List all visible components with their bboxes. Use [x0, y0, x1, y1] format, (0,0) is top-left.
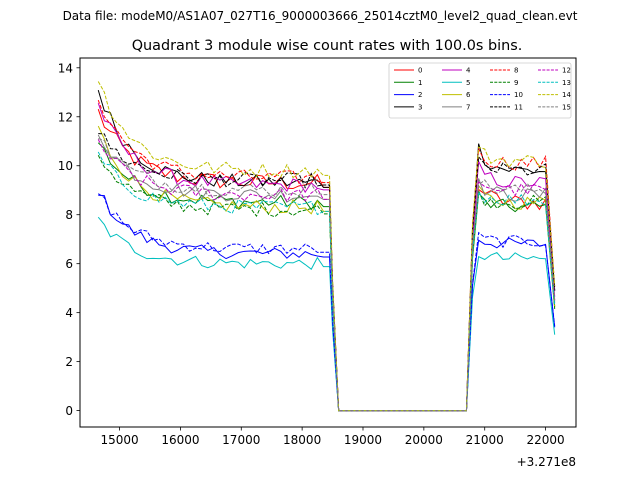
x-tick-label: 15000	[100, 433, 138, 447]
y-tick-label: 8	[65, 208, 73, 222]
series-line-15	[98, 138, 556, 412]
chart-title: Quadrant 3 module wise count rates with …	[132, 38, 523, 54]
legend-label-5: 5	[466, 79, 470, 87]
legend-label-1: 1	[418, 79, 422, 87]
legend-label-3: 3	[418, 103, 422, 111]
x-tick-label: 16000	[161, 433, 199, 447]
legend-label-4: 4	[466, 67, 471, 75]
axes-frame	[79, 57, 577, 428]
series-line-14	[97, 81, 556, 412]
y-tick-label: 14	[58, 61, 73, 75]
x-tick-label: 21000	[466, 433, 504, 447]
legend-label-12: 12	[562, 67, 571, 75]
series-line-2	[98, 194, 556, 412]
series-line-5	[97, 216, 556, 412]
series-line-10	[97, 193, 556, 412]
legend-label-7: 7	[466, 103, 470, 111]
y-tick-label: 0	[65, 404, 73, 418]
legend-label-14: 14	[562, 91, 571, 99]
series-line-4	[97, 103, 556, 412]
legend-label-0: 0	[418, 67, 422, 75]
x-tick-label: 19000	[344, 433, 382, 447]
y-tick-label: 12	[58, 110, 73, 124]
legend-label-6: 6	[466, 91, 471, 99]
series-line-11	[98, 133, 556, 412]
x-tick-label: 20000	[405, 433, 443, 447]
x-axis-ticks: 15000 16000 17000 18000 19000 20000 21000 22000	[100, 427, 565, 447]
y-axis-ticks: 0 2 4 6 8 10 12 14	[58, 61, 80, 418]
series-line-0	[97, 109, 556, 412]
series-line-13	[97, 151, 556, 412]
series-line-12	[97, 139, 556, 412]
legend-label-8: 8	[514, 67, 518, 75]
legend-label-9: 9	[514, 79, 518, 87]
y-tick-label: 2	[65, 355, 73, 369]
x-tick-label: 18000	[283, 433, 321, 447]
y-tick-label: 10	[58, 159, 73, 173]
x-tick-label: 22000	[526, 433, 564, 447]
series-line-1	[97, 142, 556, 412]
legend-label-13: 13	[562, 79, 571, 87]
y-tick-label: 6	[65, 257, 73, 271]
x-tick-label: 17000	[222, 433, 260, 447]
figure-suptitle: Data file: modeM0/AS1A07_027T16_90000036…	[63, 9, 578, 23]
series-line-3	[97, 89, 556, 412]
plot-lines	[97, 81, 556, 412]
legend-label-10: 10	[514, 91, 523, 99]
legend-label-15: 15	[562, 103, 571, 111]
series-line-9	[97, 155, 556, 412]
series-line-8	[97, 99, 556, 412]
x-axis-offset-text: +3.271e8	[517, 455, 576, 469]
legend-label-2: 2	[418, 91, 422, 99]
series-line-7	[97, 134, 556, 412]
legend-frame	[388, 62, 572, 119]
y-tick-label: 4	[65, 306, 73, 320]
legend-label-11: 11	[514, 103, 523, 111]
